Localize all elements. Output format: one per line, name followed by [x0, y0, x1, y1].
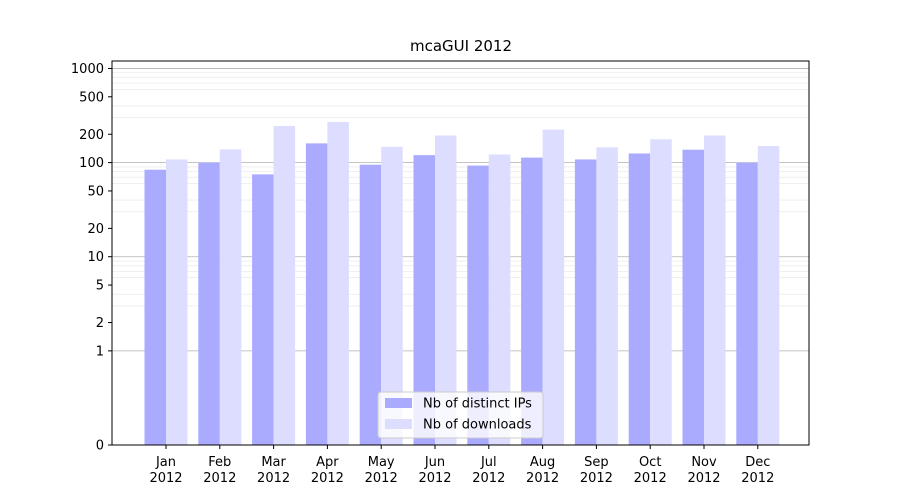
plot-frame [111, 60, 810, 446]
y-tick-label: 0 [96, 439, 104, 454]
legend-label: Nb of distinct IPs [423, 397, 532, 412]
x-tick-label: Mar 2012 [257, 455, 290, 486]
bar-distinct-ips-11 [682, 149, 704, 446]
bar-downloads-3 [273, 125, 296, 446]
y-tick-label: 100 [79, 156, 104, 171]
bar-downloads-1 [166, 159, 188, 446]
chart-title: mcaGUI 2012 [410, 37, 512, 55]
bar-distinct-ips-6 [413, 155, 435, 445]
bar-downloads-10 [650, 139, 672, 445]
bar-distinct-ips-3 [252, 174, 274, 445]
x-tick-label: Jul 2012 [472, 455, 505, 486]
bar-distinct-ips-2 [198, 162, 220, 445]
bar-downloads-12 [757, 146, 780, 445]
bar-distinct-ips-1 [144, 169, 166, 445]
bar-downloads-6 [435, 135, 457, 445]
bars [144, 121, 780, 446]
x-tick-label: Nov 2012 [687, 455, 720, 486]
bar-downloads-2 [219, 149, 242, 445]
bar-distinct-ips-9 [574, 159, 597, 446]
y-tick-label: 200 [79, 128, 104, 143]
y-tick-label: 20 [87, 222, 104, 237]
x-tick-label: Dec 2012 [741, 455, 774, 486]
y-tick-label: 10 [87, 250, 104, 265]
bar-downloads-7 [488, 154, 511, 446]
x-tick-label: Apr 2012 [311, 455, 344, 486]
legend-box [377, 391, 544, 439]
y-axis: 0 1 2 5 10 20 50 100 200 500 1000 [71, 62, 112, 454]
y-tick-label: 5 [96, 279, 104, 294]
bar-downloads-5 [381, 146, 403, 445]
bar-downloads-4 [327, 121, 349, 446]
y-tick-label: 500 [79, 90, 104, 105]
bar-distinct-ips-12 [736, 162, 758, 445]
legend-swatch [385, 398, 412, 408]
bar-distinct-ips-8 [521, 157, 543, 446]
legend-label: Nb of downloads [423, 418, 532, 433]
x-axis: Jan 2012 Feb 2012 Mar 2012 Apr 2012 May 2012 Jun 20… [149, 445, 774, 486]
x-tick-label: Jan 2012 [149, 455, 182, 486]
legend: Nb of distinct IPs Nb of downloads [377, 391, 544, 439]
y-tick-label: 1 [96, 344, 104, 359]
bar-distinct-ips-10 [628, 153, 651, 446]
bar-distinct-ips-7 [467, 165, 489, 445]
bar-downloads-11 [704, 135, 726, 445]
y-tick-label: 50 [87, 184, 104, 199]
x-tick-label: Sep 2012 [580, 455, 613, 486]
bar-downloads-8 [542, 129, 565, 445]
y-tick-label: 1000 [71, 62, 104, 77]
x-tick-label: May 2012 [365, 455, 398, 486]
bar-distinct-ips-5 [359, 164, 382, 445]
x-tick-label: Oct 2012 [634, 455, 667, 486]
bar-distinct-ips-4 [305, 143, 328, 445]
bar-downloads-9 [596, 147, 618, 445]
x-tick-label: Jun 2012 [418, 455, 451, 486]
y-tick-label: 2 [96, 316, 104, 331]
x-tick-label: Aug 2012 [526, 455, 559, 486]
x-tick-label: Feb 2012 [203, 455, 236, 486]
legend-swatch [385, 419, 412, 429]
